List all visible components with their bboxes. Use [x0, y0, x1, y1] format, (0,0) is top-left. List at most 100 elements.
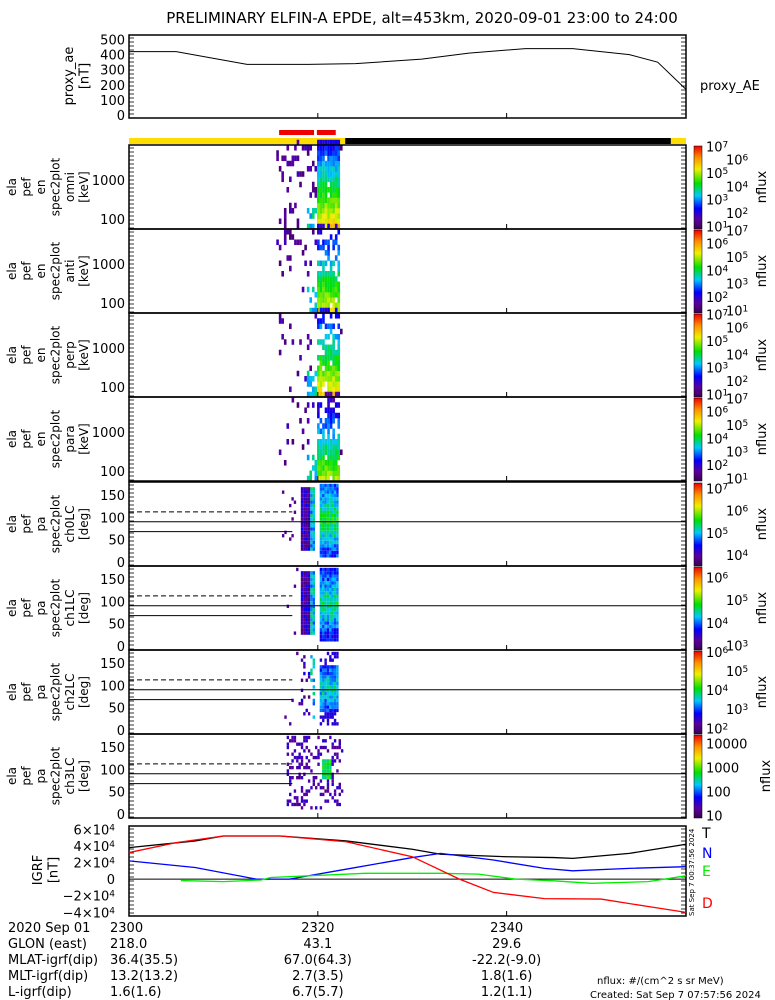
spectrogram-cell [319, 503, 323, 508]
spectrogram-cell [331, 628, 334, 632]
colorbar-tick-label-base: 10 [726, 278, 743, 293]
energy-spectrogram-perp [278, 307, 343, 398]
spectrogram-cell [329, 772, 332, 776]
spectrogram-cell [327, 292, 330, 298]
spectrogram-cell [303, 584, 306, 588]
spectrogram-cell [337, 465, 341, 471]
spectrogram-cell [331, 567, 334, 572]
spectrogram-cell [332, 397, 335, 403]
spectrogram-cell [334, 307, 338, 314]
spectrogram-cell [322, 423, 325, 429]
spectrogram-cell [333, 567, 337, 572]
colorbar-tick-label-base: 10 [706, 646, 723, 661]
units-note: nflux: #/(cm^2 s sr MeV) [597, 976, 724, 987]
spectrogram-cell [291, 765, 294, 770]
spectrogram-cell [289, 779, 292, 783]
spectrogram-cell [310, 611, 313, 615]
spectrogram-cell [317, 145, 320, 151]
colorbar-tick-label: 1000 [706, 762, 739, 777]
spectrogram-cell [331, 584, 334, 588]
spectrogram-cell [317, 752, 320, 756]
colorbar-tick-label: 104 [706, 264, 729, 279]
spectrogram-cell [300, 789, 304, 793]
spectrogram-cell [331, 745, 334, 750]
spectrogram-cell [319, 465, 323, 471]
spectrogram-cell [319, 507, 323, 511]
spectrogram-cell [305, 500, 308, 504]
colorbar-tick-label-base: 10 [706, 617, 723, 632]
spectrogram-cell [322, 391, 325, 398]
spectrogram-cell [312, 520, 316, 524]
spectrogram-cell [312, 513, 316, 518]
spectrogram-cell [324, 286, 328, 293]
spectrogram-cell [307, 574, 311, 578]
spectrogram-cell [324, 759, 327, 763]
spectrogram-cell [312, 621, 316, 625]
spectrogram-cell [324, 444, 328, 450]
spectrogram-cell [307, 749, 311, 753]
spectrogram-cell [324, 705, 327, 709]
spectrogram-cell [336, 722, 339, 726]
spectrogram-cell [310, 547, 313, 551]
orbit-row-value: -22.2(-9.0) [472, 953, 541, 968]
spectrogram-cell [306, 391, 310, 398]
colorbar-tick-label: 106 [726, 322, 749, 337]
spectrogram-cell [327, 187, 330, 193]
spectrogram-cell [305, 594, 308, 598]
colorbar-tick-label-base: 10 [706, 684, 723, 699]
spectrogram-cell [326, 651, 330, 656]
spectrogram-cell [332, 454, 335, 461]
spectrogram-cell [312, 487, 316, 491]
spectrogram-cell [333, 493, 337, 498]
spectrogram-cell [336, 544, 339, 548]
colorbar-tick-label-exponent: 2 [723, 291, 729, 301]
spectrogram-cell [327, 381, 330, 387]
spectrogram-cell [306, 150, 310, 156]
spectrogram-cell [289, 202, 292, 209]
orbit-row-value: 6.7(5.7) [292, 985, 344, 1000]
spectrogram-cell [326, 587, 330, 592]
spectrogram-cell [305, 571, 308, 575]
spectrogram-cell [326, 584, 330, 588]
spectrogram-cell [317, 139, 320, 146]
spectrogram-cell [303, 608, 306, 612]
spectrogram-cell [337, 339, 341, 345]
spectrogram-cell [331, 487, 334, 491]
spectrogram-cell [329, 695, 332, 699]
spectrogram-cell [322, 776, 325, 780]
colorbar-tick-label: 103 [706, 194, 728, 209]
energy-tick-label: 1000 [92, 174, 125, 189]
spectrogram-cell [317, 439, 320, 445]
spectrogram-cell [333, 792, 337, 797]
spectrogram-cell [319, 139, 323, 146]
spectrogram-cell [336, 671, 339, 676]
energy-panel-ylabel-line: [keV] [77, 339, 91, 370]
spectrogram-cell [333, 685, 337, 689]
spectrogram-cell [311, 454, 315, 461]
spectrogram-cell [337, 402, 341, 408]
spectrogram-cell [336, 631, 339, 635]
spectrogram-cell [322, 244, 325, 251]
spectrogram-cell [337, 334, 341, 340]
spectrogram-cell [336, 601, 339, 605]
colorbar-tick-label-exponent: 4 [723, 432, 729, 442]
spectrogram-cell [298, 802, 301, 807]
pitch-angle-spectrogram-ch1LC [286, 567, 339, 642]
spectrogram-cell [291, 339, 295, 345]
spectrogram-cell [307, 594, 311, 598]
spectrogram-cell [326, 540, 330, 545]
spectrogram-cell [336, 681, 339, 686]
spectrogram-cell [322, 567, 325, 572]
spectrogram-cell [324, 799, 327, 803]
spectrogram-cell [310, 540, 313, 545]
spectrogram-cell [322, 483, 325, 488]
spectrogram-cell [331, 762, 334, 766]
spectrogram-cell [312, 547, 316, 551]
spectrogram-cell [310, 544, 313, 548]
spectrogram-cell [332, 470, 335, 477]
spectrogram-cell [307, 608, 311, 612]
spectrogram-cell [332, 391, 335, 398]
spectrogram-cell [310, 614, 313, 619]
spectrogram-cell [319, 752, 323, 756]
